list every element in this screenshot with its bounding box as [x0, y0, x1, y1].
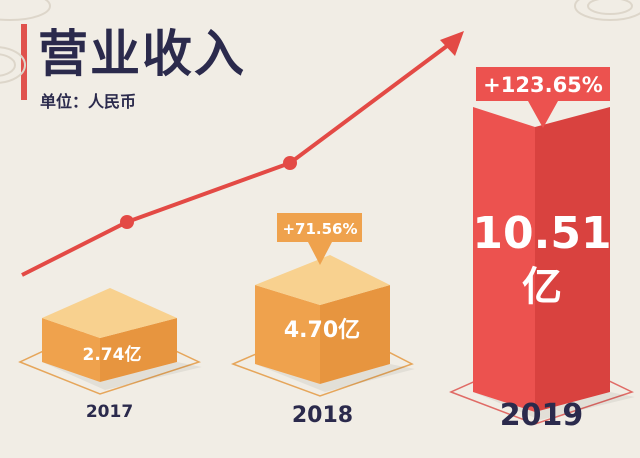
bar-right-face [320, 285, 390, 384]
bar-right-face [100, 318, 177, 382]
bar-left-face [255, 285, 320, 384]
bar-left-face [42, 318, 100, 382]
trend-point [120, 215, 134, 229]
value-unit-label: 亿 [522, 264, 562, 310]
unit-label: 单位：人民币 [40, 92, 137, 111]
bar-left-face [473, 107, 535, 412]
page-title: 营业收入 [38, 25, 246, 83]
growth-callout [277, 213, 362, 265]
year-label: 2017 [86, 402, 133, 422]
growth-label: +123.65% [483, 73, 603, 97]
growth-label: +71.56% [282, 220, 357, 238]
year-label: 2018 [292, 403, 353, 428]
base-shadow [473, 392, 635, 420]
value-label: 10.51 [472, 208, 611, 259]
base-shadow [255, 364, 415, 392]
trend-point [283, 156, 297, 170]
growth-callout [476, 67, 610, 128]
year-label: 2019 [500, 398, 584, 433]
arrow-head-icon [440, 31, 464, 56]
bar-right-face [535, 107, 610, 412]
bar-top-face [255, 255, 390, 305]
base-shadow [42, 362, 202, 390]
bar-top-face [42, 288, 177, 338]
value-label: 4.70亿 [284, 318, 360, 343]
value-label: 2.74亿 [83, 344, 142, 365]
trend-line [21, 38, 457, 277]
